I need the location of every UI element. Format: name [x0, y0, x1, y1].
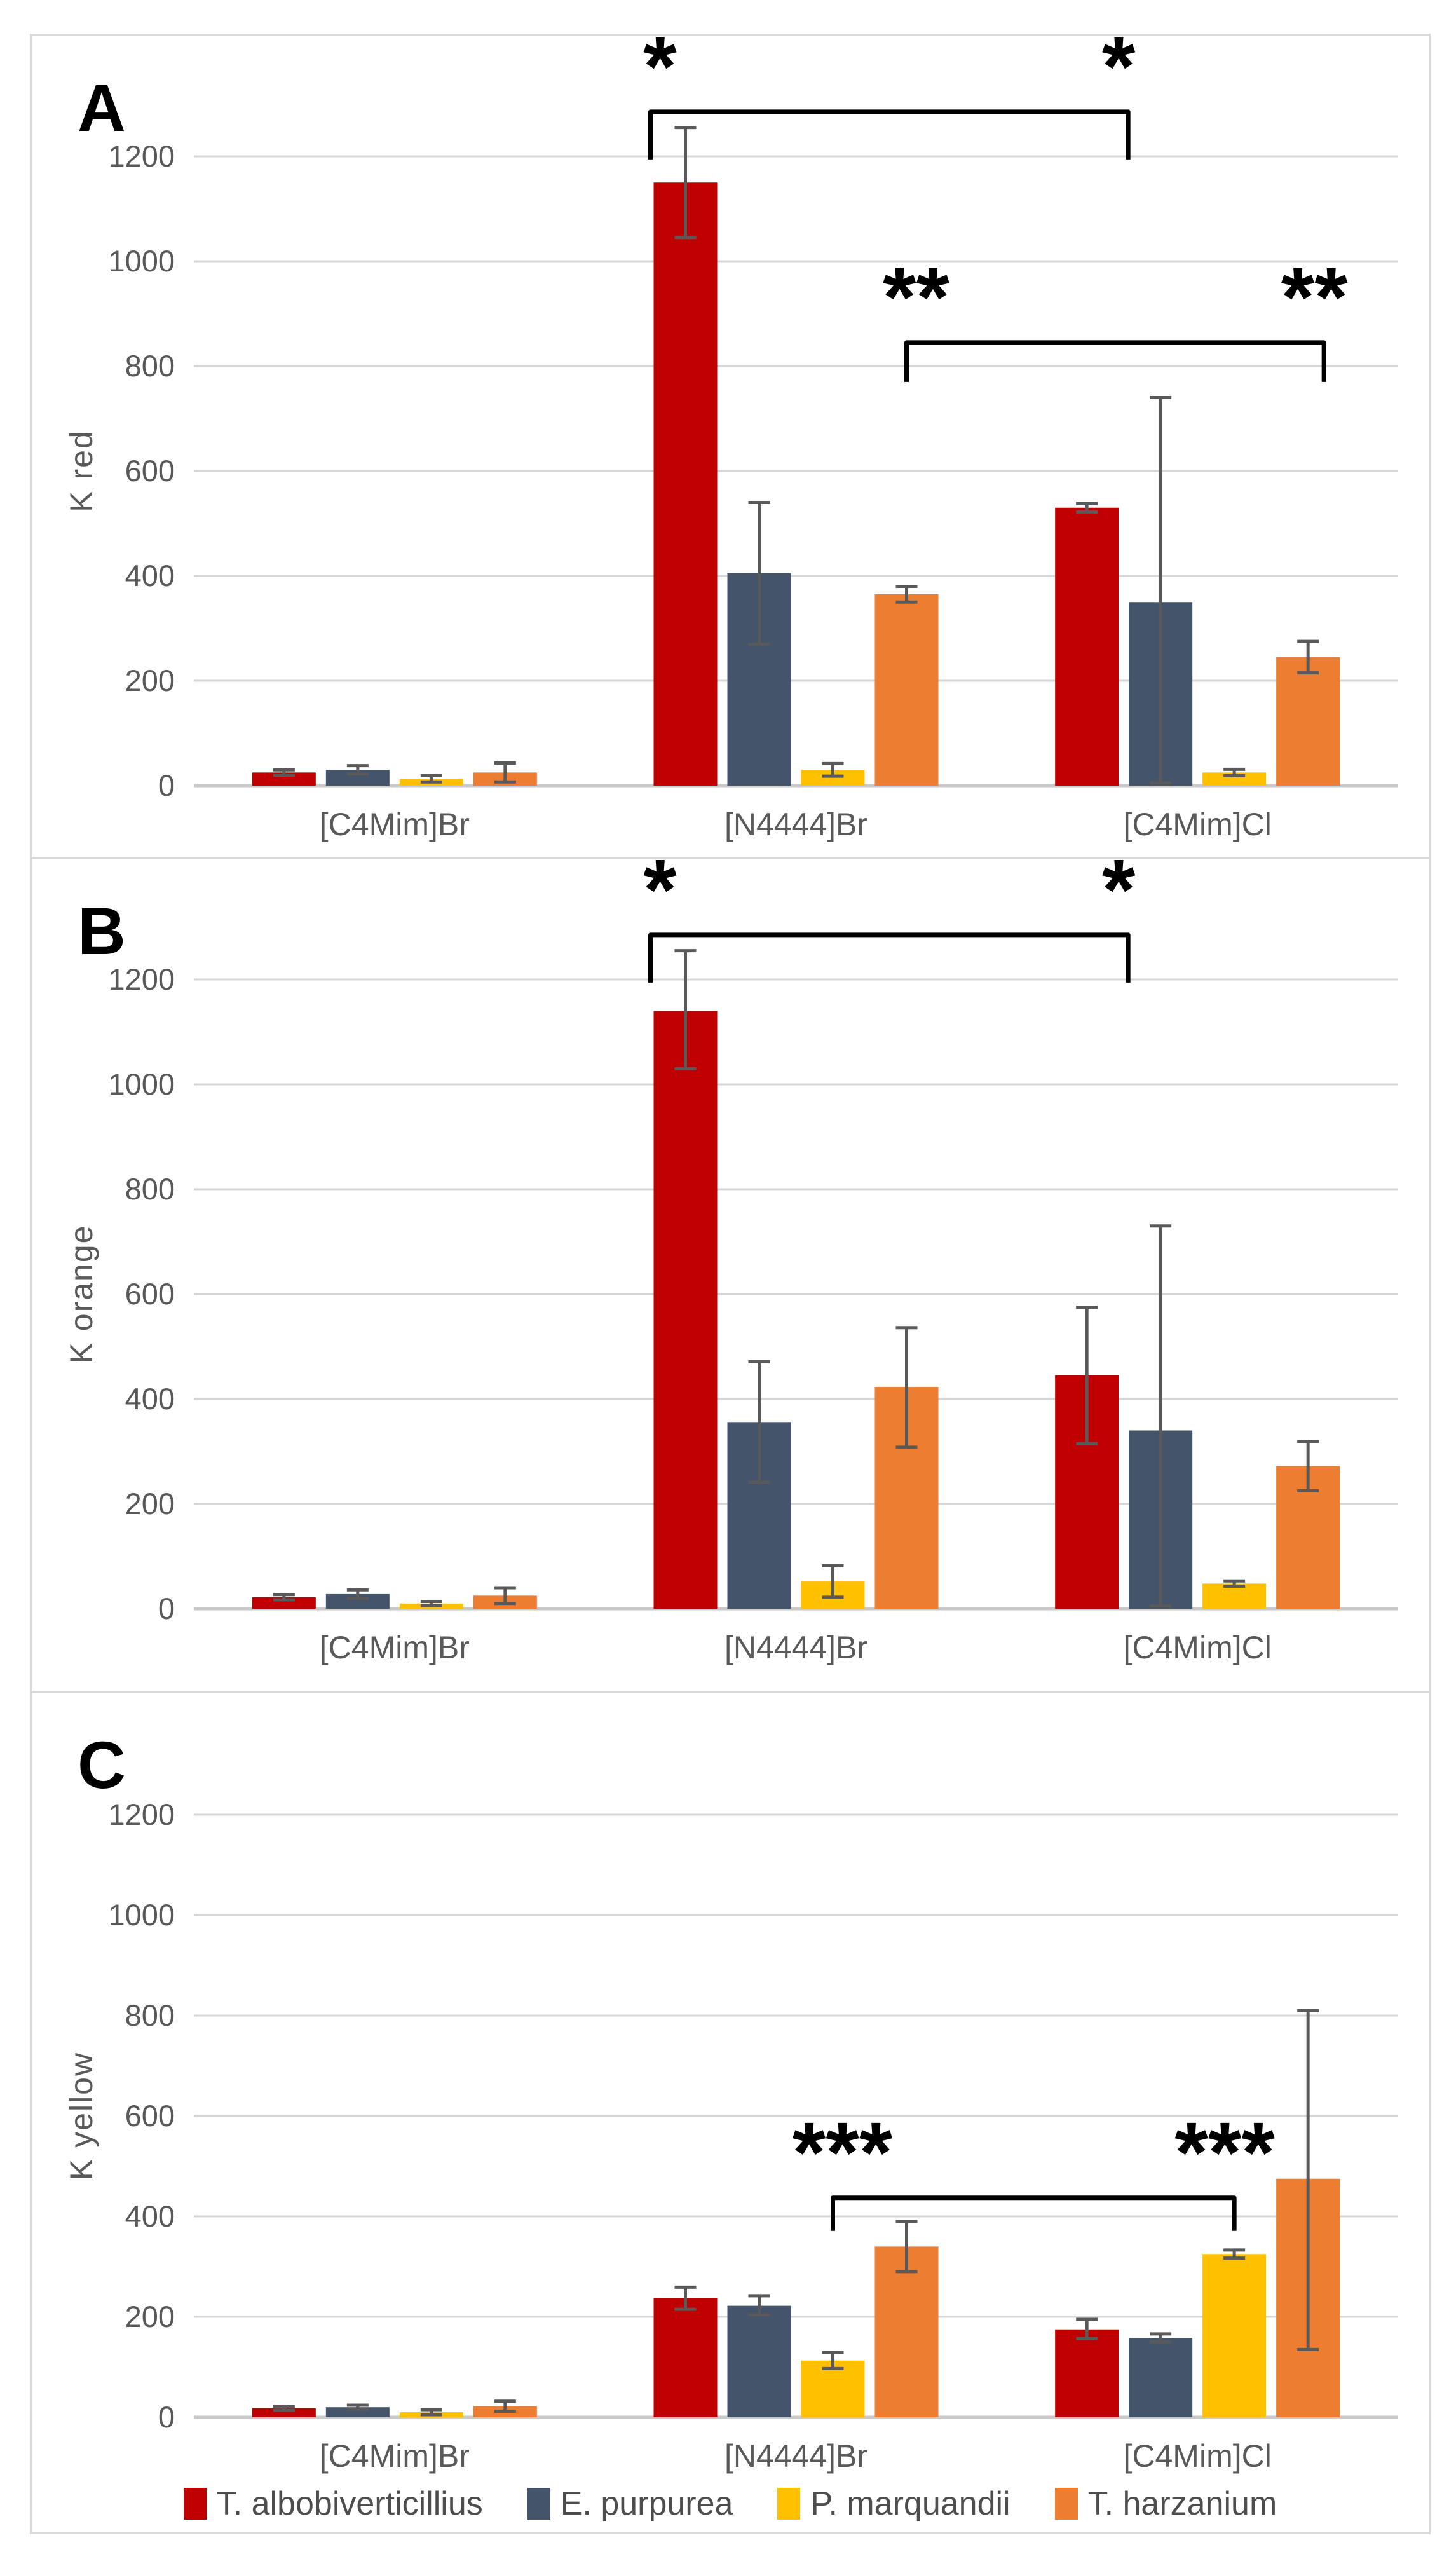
bar-s0-g2 [1055, 507, 1119, 786]
legend-swatch-t-albobiverticillius [183, 2488, 207, 2520]
legend-swatch-t-harzanium [1054, 2488, 1078, 2520]
y-tick-label-400: 400 [125, 1382, 175, 1416]
bar-s2-g2 [1202, 772, 1267, 786]
y-tick-label-600: 600 [125, 1277, 175, 1311]
significance-label-right-0: *** [1174, 2105, 1275, 2201]
bar-s3-g2 [1276, 657, 1340, 786]
legend-item-t-harzanium: T. harzanium [1054, 2485, 1277, 2523]
x-category-label-g1: [N4444]Br [725, 807, 867, 842]
y-axis-title: K orange [64, 1225, 99, 1364]
bar-s0-g1 [653, 1011, 718, 1609]
legend-label: T. harzanium [1087, 2485, 1277, 2522]
bar-s3-g1 [874, 2246, 939, 2417]
legend: T. albobiverticillius E. purpurea P. mar… [32, 2475, 1429, 2532]
bar-s1-g2 [1129, 2338, 1193, 2417]
x-category-label-g1: [N4444]Br [725, 1630, 867, 1665]
y-tick-label-400: 400 [125, 2199, 175, 2233]
bar-s0-g0 [252, 772, 316, 786]
y-tick-label-1000: 1000 [108, 244, 175, 278]
bar-s1-g0 [325, 1593, 390, 1609]
y-tick-label-1200: 1200 [108, 962, 175, 996]
panel-a: 0 200 400 600 800 1000 1200 [C4Mim]Br [N4444]Br [… [32, 18, 1429, 857]
y-tick-label-800: 800 [125, 1172, 175, 1206]
significance-bracket-0 [648, 932, 1131, 983]
y-axis-title: K yellow [64, 2052, 99, 2180]
y-tick-label-400: 400 [125, 559, 175, 592]
significance-label-left-0: * [643, 18, 677, 114]
y-tick-label-0: 0 [158, 2400, 175, 2434]
chart-panel-b: 0 200 400 600 800 1000 1200 [C4Mim]Br [N4444]Br [… [64, 842, 1398, 1665]
significance-bracket-0 [831, 2195, 1237, 2231]
significance-label-right-0: * [1102, 18, 1136, 114]
y-tick-label-1000: 1000 [108, 1898, 175, 1932]
significance-label-right-0: * [1102, 842, 1136, 938]
significance-label-left-1: ** [883, 249, 950, 345]
x-category-label-g2: [C4Mim]Cl [1124, 807, 1272, 842]
bar-s3-g1 [874, 594, 939, 786]
significance-label-left-0: *** [793, 2105, 893, 2201]
y-tick-label-200: 200 [125, 664, 175, 697]
bar-s0-g0 [252, 2408, 316, 2417]
x-category-label-g1: [N4444]Br [725, 2438, 867, 2474]
legend-item-t-albobiverticillius: T. albobiverticillius [183, 2485, 483, 2523]
panel-letter-c: C [78, 1728, 126, 1803]
y-tick-label-600: 600 [125, 454, 175, 488]
legend-swatch-p-marquandii [777, 2488, 801, 2520]
chart-panel-a: 0 200 400 600 800 1000 1200 [C4Mim]Br [N4444]Br [… [64, 18, 1398, 842]
legend-label: P. marquandii [810, 2485, 1010, 2522]
y-axis-title: K red [64, 430, 99, 512]
y-tick-label-0: 0 [158, 768, 175, 802]
legend-item-e-purpurea: E. purpurea [527, 2485, 733, 2523]
bar-s0-g1 [653, 2298, 718, 2417]
significance-label-right-1: ** [1281, 249, 1349, 345]
bar-s2-g2 [1202, 2254, 1267, 2417]
panel-letter-b: B [78, 894, 126, 969]
x-category-label-g2: [C4Mim]Cl [1124, 2438, 1272, 2474]
y-tick-label-200: 200 [125, 1487, 175, 1520]
significance-bracket-0 [648, 109, 1131, 160]
x-category-label-g0: [C4Mim]Br [320, 1630, 470, 1665]
x-category-label-g0: [C4Mim]Br [320, 807, 470, 842]
panel-b: 0 200 400 600 800 1000 1200 [C4Mim]Br [N4444]Br [… [32, 842, 1429, 1691]
bar-s0-g2 [1055, 2329, 1119, 2417]
bar-s0-g1 [653, 182, 718, 786]
bar-s0-g0 [252, 1597, 316, 1609]
x-category-label-g2: [C4Mim]Cl [1124, 1630, 1272, 1665]
chart-panel-c: 0 200 400 600 800 1000 1200 [C4Mim]Br [N4444]Br [… [64, 1728, 1398, 2474]
y-tick-label-800: 800 [125, 1998, 175, 2032]
y-tick-label-0: 0 [158, 1592, 175, 1625]
y-tick-label-200: 200 [125, 2300, 175, 2333]
y-tick-label-1200: 1200 [108, 139, 175, 173]
significance-label-left-0: * [643, 842, 677, 938]
legend-label: E. purpurea [560, 2485, 733, 2522]
y-tick-label-1000: 1000 [108, 1067, 175, 1101]
legend-item-p-marquandii: P. marquandii [777, 2485, 1010, 2523]
x-category-label-g0: [C4Mim]Br [320, 2438, 470, 2474]
y-tick-label-1200: 1200 [108, 1798, 175, 1831]
panel-letter-a: A [78, 71, 126, 146]
panel-c: 0 200 400 600 800 1000 1200 [C4Mim]Br [N4444]Br [… [32, 1691, 1429, 2532]
legend-swatch-e-purpurea [527, 2488, 550, 2520]
figure-border: 0 200 400 600 800 1000 1200 [C4Mim]Br [N4444]Br [… [30, 18, 1431, 2534]
y-tick-label-800: 800 [125, 349, 175, 383]
y-tick-label-600: 600 [125, 2099, 175, 2132]
bar-s1-g1 [727, 2305, 791, 2417]
legend-label: T. albobiverticillius [216, 2485, 483, 2522]
significance-bracket-1 [904, 340, 1326, 382]
bar-s1-g0 [325, 2407, 390, 2417]
